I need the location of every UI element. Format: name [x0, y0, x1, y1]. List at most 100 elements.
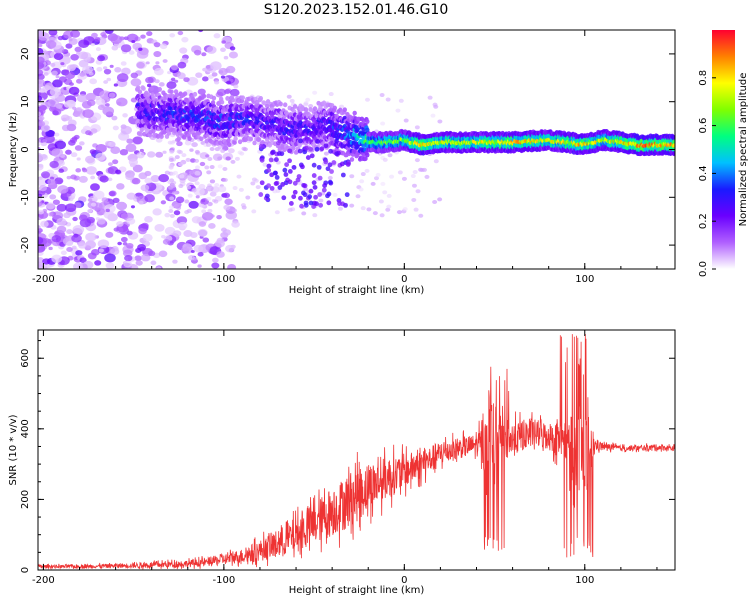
- ridge-cell: [232, 140, 237, 145]
- noise-blob: [266, 167, 272, 173]
- noise-blob: [205, 142, 211, 147]
- noise-blob: [38, 261, 44, 268]
- noise-blob: [68, 139, 76, 146]
- noise-blob: [170, 64, 178, 71]
- noise-blob: [65, 149, 72, 155]
- noise-blob: [173, 204, 179, 209]
- noise-blob: [134, 255, 142, 262]
- noise-blob: [85, 232, 97, 242]
- noise-blob: [90, 43, 95, 47]
- noise-blob: [375, 172, 381, 177]
- noise-blob: [177, 150, 183, 155]
- noise-blob: [112, 125, 119, 131]
- noise-blob: [108, 141, 116, 148]
- noise-blob: [198, 229, 208, 237]
- noise-blob: [76, 78, 83, 84]
- noise-blob: [345, 162, 351, 167]
- noise-blob: [122, 241, 128, 246]
- ridge-cell: [135, 93, 141, 99]
- noise-blob: [207, 208, 213, 213]
- noise-blob: [179, 174, 185, 179]
- noise-blob: [181, 36, 189, 43]
- noise-blob: [364, 168, 370, 173]
- noise-blob: [179, 47, 188, 54]
- noise-blob: [272, 170, 278, 176]
- noise-blob: [287, 148, 293, 154]
- noise-blob: [328, 92, 334, 97]
- noise-blob: [174, 79, 179, 83]
- noise-blob: [140, 184, 150, 192]
- noise-blob: [65, 71, 75, 80]
- noise-blob: [198, 221, 207, 227]
- noise-blob: [48, 30, 58, 36]
- noise-blob: [360, 206, 366, 211]
- noise-blob: [389, 174, 395, 179]
- noise-blob: [378, 199, 384, 204]
- noise-blob: [410, 174, 416, 179]
- noise-blob: [397, 170, 403, 175]
- noise-blob: [126, 242, 134, 249]
- ridge-cell: [226, 138, 231, 144]
- ridge-cell: [135, 85, 141, 91]
- noise-blob: [64, 203, 77, 213]
- noise-blob: [108, 92, 116, 98]
- noise-blob: [262, 162, 268, 167]
- noise-blob: [85, 130, 92, 136]
- noise-blob: [418, 213, 424, 218]
- noise-blob: [220, 148, 226, 153]
- noise-blob: [191, 188, 197, 193]
- ridge-cell: [248, 136, 254, 142]
- noise-blob: [103, 68, 112, 75]
- noise-blob: [96, 67, 103, 72]
- noise-blob: [214, 183, 220, 188]
- noise-blob: [38, 43, 43, 48]
- spectrogram-marks: [38, 30, 675, 269]
- ridge-cell: [157, 87, 163, 92]
- noise-blob: [66, 246, 73, 253]
- noise-blob: [300, 164, 305, 170]
- noise-blob: [38, 196, 43, 203]
- noise-blob: [308, 200, 314, 206]
- ridge-cell: [192, 91, 198, 97]
- noise-blob: [177, 61, 187, 69]
- noise-blob: [186, 185, 192, 190]
- noise-blob: [150, 260, 157, 266]
- noise-blob: [217, 164, 223, 169]
- noise-blob: [114, 67, 122, 73]
- noise-blob: [121, 67, 131, 75]
- noise-blob: [110, 35, 123, 45]
- noise-blob: [76, 157, 81, 161]
- noise-blob: [146, 31, 153, 37]
- noise-blob: [231, 221, 240, 228]
- noise-blob: [225, 156, 231, 161]
- noise-blob: [105, 208, 110, 213]
- noise-blob: [191, 142, 198, 148]
- noise-blob: [104, 30, 114, 34]
- noise-blob: [38, 73, 45, 81]
- noise-blob: [162, 59, 168, 63]
- noise-blob: [307, 194, 313, 200]
- noise-blob: [287, 158, 292, 164]
- spectrogram-x-axis-label: Height of straight line (km): [289, 285, 425, 296]
- noise-blob: [154, 223, 165, 232]
- y-tick-label: -10: [20, 189, 31, 205]
- noise-blob: [318, 202, 324, 208]
- ridge-cell: [292, 104, 298, 109]
- noise-blob: [238, 187, 244, 192]
- noise-blob: [245, 195, 251, 200]
- ridge-cell: [166, 130, 172, 136]
- noise-blob: [48, 212, 54, 217]
- noise-blob: [209, 179, 216, 184]
- ridge-cell: [182, 91, 188, 97]
- noise-blob: [115, 169, 122, 175]
- noise-blob: [99, 175, 109, 183]
- noise-blob: [108, 191, 116, 197]
- noise-blob: [79, 141, 85, 146]
- noise-blob: [220, 227, 227, 233]
- noise-blob: [122, 113, 128, 118]
- x-tick-label: -100: [213, 274, 236, 285]
- noise-blob: [228, 51, 238, 59]
- noise-blob: [162, 150, 167, 154]
- noise-blob: [214, 80, 220, 85]
- noise-blob: [60, 114, 70, 122]
